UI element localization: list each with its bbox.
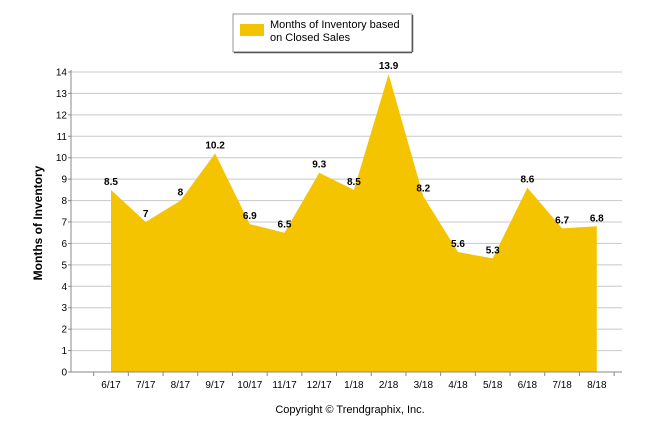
y-tick-label: 8 <box>61 196 67 207</box>
data-label: 5.6 <box>451 239 465 250</box>
y-axis-label: Months of Inventory <box>31 165 45 280</box>
data-label: 6.8 <box>590 213 604 224</box>
area-layer <box>111 74 597 373</box>
y-tick-label: 2 <box>61 325 67 336</box>
data-label: 8.6 <box>520 175 534 186</box>
x-tick-label: 3/18 <box>414 380 434 391</box>
y-tick-label: 5 <box>61 260 67 271</box>
data-label: 8 <box>178 188 184 199</box>
x-tick-label: 11/17 <box>272 380 297 391</box>
data-label: 6.5 <box>278 220 292 231</box>
y-tick-label: 12 <box>56 110 68 121</box>
y-tick-label: 13 <box>56 89 68 100</box>
data-label: 6.9 <box>243 211 257 222</box>
x-tick-label: 5/18 <box>483 380 503 391</box>
y-tick-label: 14 <box>56 68 68 79</box>
data-label: 9.3 <box>312 160 326 171</box>
data-label: 10.2 <box>205 140 225 151</box>
x-tick-label: 1/18 <box>344 380 364 391</box>
legend-swatch <box>240 24 264 36</box>
x-tick-label: 8/18 <box>587 380 607 391</box>
y-tick-label: 4 <box>61 282 67 293</box>
x-tick-labels: 6/17 7/17 8/17 9/17 10/17 11/17 12/17 1/18 2/18 3… <box>101 380 607 391</box>
x-tick-label: 4/18 <box>448 380 468 391</box>
axes <box>68 70 622 376</box>
data-label: 8.2 <box>416 183 430 194</box>
legend-label-line-2: on Closed Sales <box>270 32 351 44</box>
y-tick-label: 6 <box>61 239 67 250</box>
y-tick-label: 7 <box>61 218 67 229</box>
y-tick-label: 0 <box>61 368 67 379</box>
data-labels: 8.5 7 8 10.2 6.9 6.5 9.3 8.5 13.9 8.2 5.6 5.3 8.6 6.7… <box>104 61 604 256</box>
y-tick-label: 10 <box>56 153 68 164</box>
x-tick-label: 10/17 <box>237 380 262 391</box>
y-tick-label: 9 <box>61 175 67 186</box>
x-tick-label: 2/18 <box>379 380 399 391</box>
x-tick-label: 7/18 <box>552 380 572 391</box>
copyright-text: Copyright © Trendgraphix, Inc. <box>275 404 424 416</box>
x-tick-label: 8/17 <box>171 380 191 391</box>
data-label: 6.7 <box>555 215 569 226</box>
data-label: 8.5 <box>104 177 118 188</box>
x-tick-label: 6/18 <box>518 380 538 391</box>
area-series <box>111 74 597 373</box>
x-tick-label: 6/17 <box>101 380 121 391</box>
y-tick-label: 11 <box>57 132 68 143</box>
x-tick-label: 12/17 <box>307 380 332 391</box>
x-tick-label: 9/17 <box>205 380 225 391</box>
y-tick-label: 3 <box>61 303 67 314</box>
legend-label-line-1: Months of Inventory based <box>270 19 400 31</box>
y-tick-label: 1 <box>61 346 67 357</box>
data-label: 13.9 <box>379 61 399 72</box>
data-label: 5.3 <box>486 245 500 256</box>
x-tick-label: 7/17 <box>136 380 156 391</box>
data-label: 8.5 <box>347 177 361 188</box>
legend: Months of Inventory based on Closed Sale… <box>232 13 414 54</box>
data-label: 7 <box>143 209 149 220</box>
